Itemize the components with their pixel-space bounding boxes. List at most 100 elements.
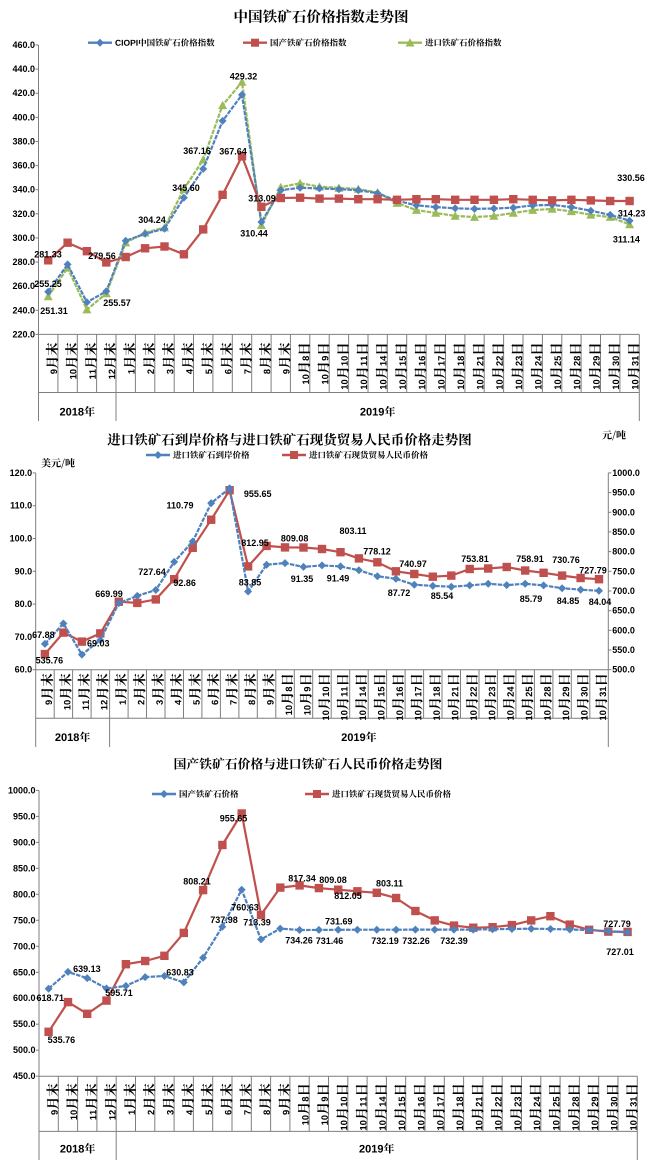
svg-text:595.71: 595.71 <box>105 988 133 998</box>
svg-text:304.24: 304.24 <box>138 215 166 225</box>
svg-text:255.57: 255.57 <box>103 298 131 308</box>
svg-text:91.49: 91.49 <box>327 574 350 584</box>
svg-text:809.08: 809.08 <box>319 875 347 885</box>
svg-text:60.0: 60.0 <box>15 665 33 675</box>
svg-text:669.99: 669.99 <box>95 589 123 599</box>
svg-text:817.34: 817.34 <box>288 874 316 884</box>
svg-text:800.0: 800.0 <box>13 889 36 899</box>
svg-text:727.64: 727.64 <box>138 567 166 577</box>
svg-text:345.60: 345.60 <box>172 183 200 193</box>
svg-text:330.56: 330.56 <box>617 173 645 183</box>
svg-text:310.44: 310.44 <box>240 229 268 239</box>
svg-text:367.16: 367.16 <box>183 146 211 156</box>
svg-text:367.64: 367.64 <box>219 147 247 157</box>
svg-text:251.31: 251.31 <box>40 306 68 316</box>
svg-text:808.21: 808.21 <box>183 876 211 886</box>
svg-text:420.0: 420.0 <box>12 88 35 98</box>
svg-text:850.0: 850.0 <box>13 863 36 873</box>
svg-text:730.76: 730.76 <box>552 555 580 565</box>
svg-text:220.0: 220.0 <box>12 329 35 339</box>
svg-text:758.91: 758.91 <box>516 554 544 564</box>
svg-text:950.0: 950.0 <box>612 488 635 498</box>
svg-text:260.0: 260.0 <box>12 281 35 291</box>
svg-text:80.0: 80.0 <box>15 599 33 609</box>
svg-text:727.01: 727.01 <box>606 947 634 957</box>
svg-text:83.85: 83.85 <box>239 578 262 588</box>
svg-text:950.0: 950.0 <box>13 811 36 821</box>
svg-text:360.0: 360.0 <box>12 161 35 171</box>
svg-text:760.63: 760.63 <box>231 903 259 913</box>
svg-text:429.32: 429.32 <box>230 72 258 82</box>
svg-text:630.83: 630.83 <box>166 968 194 978</box>
svg-text:955.65: 955.65 <box>244 489 272 499</box>
svg-text:280.0: 280.0 <box>12 257 35 267</box>
svg-text:535.76: 535.76 <box>48 1035 76 1045</box>
svg-text:1000.0: 1000.0 <box>612 468 640 478</box>
svg-text:450.0: 450.0 <box>13 1071 36 1081</box>
svg-text:67.88: 67.88 <box>32 630 55 640</box>
svg-text:550.0: 550.0 <box>13 1019 36 1029</box>
svg-text:809.08: 809.08 <box>281 534 309 544</box>
svg-text:600.0: 600.0 <box>13 993 36 1003</box>
svg-text:1000.0: 1000.0 <box>8 785 36 795</box>
svg-text:314.23: 314.23 <box>618 208 646 218</box>
svg-text:550.0: 550.0 <box>612 645 635 655</box>
svg-text:850.0: 850.0 <box>612 527 635 537</box>
svg-text:279.56: 279.56 <box>88 251 116 261</box>
svg-text:731.46: 731.46 <box>316 936 344 946</box>
svg-text:84.04: 84.04 <box>589 597 612 607</box>
svg-text:618.71: 618.71 <box>37 993 65 1003</box>
svg-text:713.39: 713.39 <box>243 918 271 928</box>
svg-text:85.54: 85.54 <box>431 591 454 601</box>
svg-text:92.86: 92.86 <box>173 578 196 588</box>
svg-text:100.0: 100.0 <box>10 534 33 544</box>
svg-text:750.0: 750.0 <box>13 915 36 925</box>
svg-text:812.05: 812.05 <box>334 891 362 901</box>
svg-text:955.65: 955.65 <box>220 814 248 824</box>
svg-text:85.79: 85.79 <box>520 594 543 604</box>
svg-text:500.0: 500.0 <box>13 1045 36 1055</box>
svg-text:110.79: 110.79 <box>166 501 193 511</box>
svg-text:281.33: 281.33 <box>34 250 62 260</box>
svg-text:740.97: 740.97 <box>399 559 427 569</box>
svg-text:91.35: 91.35 <box>291 574 314 584</box>
svg-text:70.0: 70.0 <box>15 632 33 642</box>
svg-text:69.03: 69.03 <box>87 639 110 649</box>
svg-text:500.0: 500.0 <box>612 665 635 675</box>
svg-text:340.0: 340.0 <box>12 185 35 195</box>
svg-text:750.0: 750.0 <box>612 566 635 576</box>
svg-text:84.85: 84.85 <box>557 596 580 606</box>
svg-text:90.0: 90.0 <box>15 566 33 576</box>
svg-text:639.13: 639.13 <box>73 964 101 974</box>
svg-text:727.79: 727.79 <box>579 566 607 576</box>
svg-text:732.26: 732.26 <box>402 936 430 946</box>
svg-text:778.12: 778.12 <box>363 547 391 557</box>
svg-text:440.0: 440.0 <box>12 64 35 74</box>
svg-text:313.09: 313.09 <box>248 193 276 203</box>
svg-text:320.0: 320.0 <box>12 209 35 219</box>
svg-text:120.0: 120.0 <box>10 468 33 478</box>
svg-text:812.95: 812.95 <box>241 538 269 548</box>
svg-text:803.11: 803.11 <box>339 526 366 536</box>
svg-text:732.19: 732.19 <box>371 936 399 946</box>
svg-text:732.39: 732.39 <box>440 936 468 946</box>
svg-text:311.14: 311.14 <box>613 235 640 245</box>
svg-text:600.0: 600.0 <box>612 625 635 635</box>
svg-text:87.72: 87.72 <box>388 588 411 598</box>
svg-text:240.0: 240.0 <box>12 305 35 315</box>
svg-text:110.0: 110.0 <box>10 501 32 511</box>
svg-text:900.0: 900.0 <box>13 837 36 847</box>
svg-text:650.0: 650.0 <box>612 606 635 616</box>
svg-text:255.25: 255.25 <box>34 279 62 289</box>
svg-text:803.11: 803.11 <box>376 879 403 889</box>
svg-text:753.81: 753.81 <box>461 554 489 564</box>
svg-text:535.76: 535.76 <box>36 656 64 666</box>
svg-text:700.0: 700.0 <box>13 941 36 951</box>
svg-text:400.0: 400.0 <box>12 112 35 122</box>
svg-text:800.0: 800.0 <box>612 547 635 557</box>
svg-text:460.0: 460.0 <box>12 40 35 50</box>
svg-text:300.0: 300.0 <box>12 233 35 243</box>
svg-text:731.69: 731.69 <box>325 916 353 926</box>
svg-text:734.26: 734.26 <box>285 936 313 946</box>
svg-text:700.0: 700.0 <box>612 586 635 596</box>
